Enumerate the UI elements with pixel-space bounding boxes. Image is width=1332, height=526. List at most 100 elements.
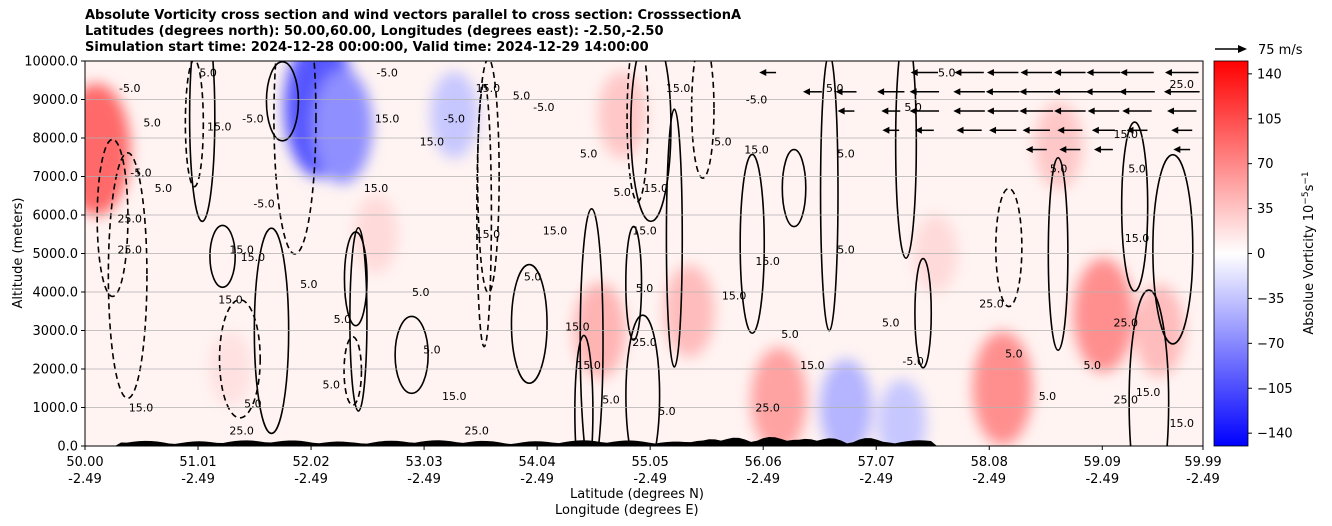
colorbar-label: Absolue Vorticity 10−5s−1 <box>1301 171 1317 334</box>
contour-label: 5.0 <box>781 328 799 341</box>
contour-label: 15.0 <box>442 390 467 403</box>
x-tick-label-lon: -2.49 <box>68 472 102 487</box>
wind-vector <box>953 107 985 115</box>
contour-label: 25.0 <box>118 244 143 257</box>
y-tick-label: 5000.0 <box>33 247 79 262</box>
chart-title-line-3: Simulation start time: 2024-12-28 00:00:… <box>85 40 649 55</box>
wind-vector <box>802 88 822 96</box>
wind-vector <box>1059 146 1081 154</box>
contour-label: 5.0 <box>244 398 262 411</box>
vorticity-blob <box>85 83 131 216</box>
wind-vector <box>1093 146 1113 154</box>
contour-label: 15.0 <box>632 224 657 237</box>
wind-vector <box>1053 88 1087 96</box>
contour-line <box>1128 289 1170 446</box>
contour-label: 5.0 <box>334 313 352 326</box>
x-tick-label-lat: 54.04 <box>519 455 556 470</box>
contour-line <box>96 138 129 298</box>
wind-vector <box>881 107 901 115</box>
wind-vector <box>989 126 1017 134</box>
contour-line <box>914 257 933 369</box>
colorbar-tick-label: 35 <box>1257 202 1274 217</box>
contour-line <box>626 61 649 203</box>
terrain <box>85 436 1203 446</box>
contour-label: 5.0 <box>412 286 430 299</box>
y-tick-label: 1000.0 <box>33 401 79 416</box>
y-tick-label: 10000.0 <box>24 55 78 70</box>
wind-vector <box>1019 88 1054 96</box>
vorticity-blob <box>750 347 807 446</box>
contour-label: -5.0 <box>902 355 923 368</box>
colorbar: 140 105 70 35 0 −35 −70 −105 −140 Absolue Vortic… <box>1213 60 1317 447</box>
chart-title-line-2: Latitudes (degrees north): 50.00,60.00, … <box>85 24 664 39</box>
contour-label: 5.0 <box>602 394 620 407</box>
contour-label: 5.0 <box>580 147 598 160</box>
contour-label: -5.0 <box>119 82 140 95</box>
wind-vector <box>909 107 940 115</box>
wind-vector <box>1054 107 1086 115</box>
wind-vector <box>953 88 985 96</box>
y-tick-label: 3000.0 <box>33 324 79 339</box>
contour-line <box>273 61 317 255</box>
contour-label: -5.0 <box>253 197 274 210</box>
contour-label: 15.0 <box>543 224 568 237</box>
contour-line <box>209 224 236 289</box>
wind-vector <box>835 88 857 96</box>
wind-vector <box>837 107 855 115</box>
x-tick-label-lat: 59.99 <box>1184 455 1221 470</box>
quiver-key-arrowhead <box>1238 45 1247 53</box>
x-axis-label-longitude: Longitude (degrees E) <box>555 503 699 518</box>
colorbar-ticks: 140 105 70 35 0 −35 −70 −105 −140 <box>1248 67 1293 442</box>
contour-line <box>343 231 368 327</box>
contour-label: 5.0 <box>199 66 217 79</box>
contour-label: 15.0 <box>1136 386 1161 399</box>
contour-label: 15.0 <box>565 321 590 334</box>
x-tick-label-lat: 55.05 <box>632 455 669 470</box>
colorbar-tick-label: 70 <box>1257 157 1274 172</box>
x-tick-label-lon: -2.49 <box>633 472 667 487</box>
wind-vector <box>1025 146 1047 154</box>
contour-line <box>994 187 1023 308</box>
contour-line <box>394 315 429 395</box>
contour-label: 15.0 <box>644 182 669 195</box>
wind-vector <box>1019 107 1054 115</box>
contour-label: 5.0 <box>322 378 340 391</box>
colorbar-tick-label: 140 <box>1257 67 1282 82</box>
x-tick-label-lat: 52.02 <box>292 455 329 470</box>
contour-label: -5.0 <box>242 113 263 126</box>
x-tick-label-lon: -2.49 <box>407 472 441 487</box>
colorbar-tick-label: 0 <box>1257 247 1265 262</box>
contour-label: 15.0 <box>229 244 254 257</box>
wind-vector <box>759 69 777 77</box>
wind-vector <box>1057 126 1083 134</box>
contour-line <box>625 225 643 341</box>
y-tick-label: 0.0 <box>57 440 78 455</box>
contour-label: 15.0 <box>755 255 780 268</box>
contour-label: 25.0 <box>118 213 143 226</box>
y-tick-label: 4000.0 <box>33 286 79 301</box>
y-tick-label: 7000.0 <box>33 170 79 185</box>
contour-label: 5.0 <box>524 270 542 283</box>
wind-vector <box>914 126 934 134</box>
y-tick-label: 9000.0 <box>33 93 79 108</box>
contour-label: 5.0 <box>837 147 855 160</box>
colorbar-tick-label: 105 <box>1257 112 1282 127</box>
vorticity-blob <box>430 71 479 159</box>
vorticity-blob <box>312 69 373 184</box>
wind-vector <box>1020 69 1053 77</box>
contour-line <box>781 148 807 228</box>
contour-label: 15.0 <box>476 228 501 241</box>
x-tick-label-lat: 50.00 <box>66 455 103 470</box>
contour-label: 25.0 <box>632 336 657 349</box>
contour-line <box>1047 156 1069 352</box>
contour-label: 15.0 <box>207 120 232 133</box>
x-axis: 50.00 -2.49 51.01 -2.49 52.02 -2.49 53.03 -2.49… <box>66 446 1222 487</box>
colorbar-tick-label: −140 <box>1257 427 1293 442</box>
y-tick-label: 8000.0 <box>33 132 79 147</box>
wind-vector <box>1173 146 1191 154</box>
contour-label: 15.0 <box>1125 232 1150 245</box>
contour-line <box>690 61 715 179</box>
wind-vector <box>1171 126 1193 134</box>
chart-title-line-1: Absolute Vorticity cross section and win… <box>85 8 742 23</box>
